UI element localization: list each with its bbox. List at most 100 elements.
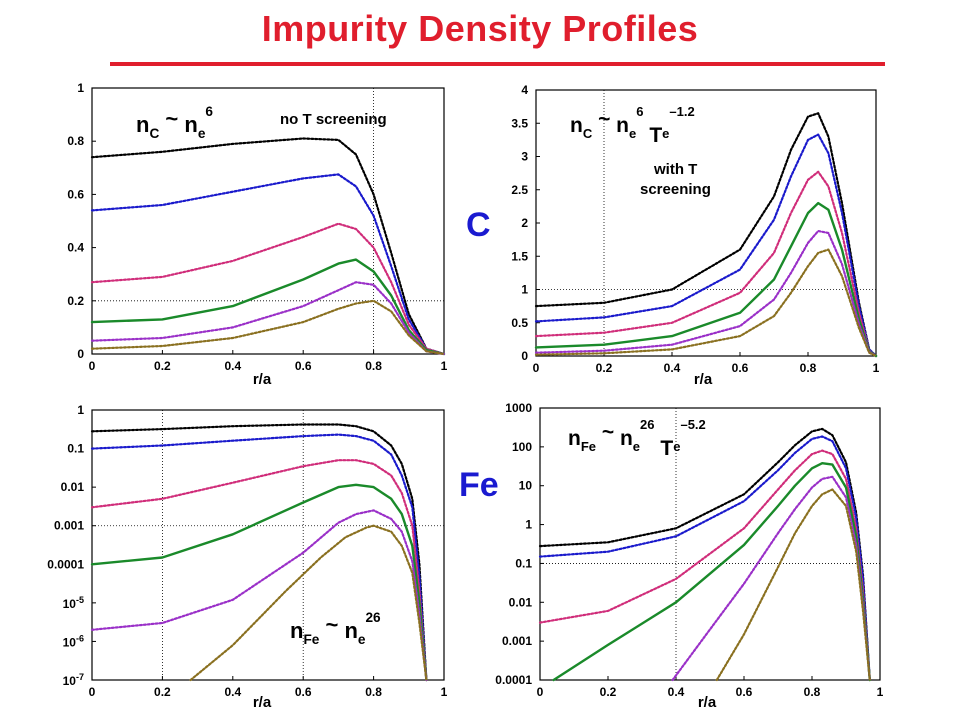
x-tick-label: 0.8	[800, 361, 817, 375]
title-underline	[110, 62, 885, 66]
y-tick-label: 0.1	[67, 442, 84, 456]
series-line-6	[715, 488, 871, 682]
y-tick-label: 10	[519, 479, 533, 493]
chart-c-with-screening: 0 0.2 0.4 0.6 0.8 1 0 0.5 1 1.5 2 2.5 3 3.5 4 r/a nC ~ n…	[511, 83, 879, 388]
y-tick-label: 1.5	[511, 249, 528, 263]
series-line-3	[538, 449, 871, 682]
page-title: Impurity Density Profiles	[261, 8, 699, 49]
x-axis-label: r/a	[694, 371, 713, 388]
x-tick-label: 0.4	[668, 685, 685, 699]
x-tick-label: 0.2	[154, 359, 171, 373]
y-tick-label: 0	[521, 349, 528, 363]
x-tick-label: 1	[441, 359, 448, 373]
y-tick-label: 4	[521, 83, 528, 97]
y-tick-label: 2.5	[511, 183, 528, 197]
y-tick-label: 0.4	[67, 241, 84, 255]
series-line-6	[189, 524, 428, 682]
x-tick-label: 0.4	[664, 361, 681, 375]
x-tick-label: 0.2	[596, 361, 613, 375]
x-tick-label: 0.8	[804, 685, 821, 699]
series-line-1	[534, 112, 878, 358]
x-tick-label: 0.6	[295, 359, 312, 373]
series-line-3	[90, 222, 446, 356]
y-tick-label: 0.01	[509, 595, 533, 609]
x-tick-label: 0	[537, 685, 544, 699]
x-tick-label: 0.4	[224, 685, 241, 699]
plot-frame	[539, 407, 881, 681]
y-tick-label: 0.001	[502, 634, 532, 648]
y-tick-label: 3	[521, 150, 528, 164]
series-line-2	[534, 133, 878, 358]
x-tick-label: 0.2	[600, 685, 617, 699]
annotation-text: no T screening	[280, 111, 387, 128]
y-tick-label: 1	[77, 81, 84, 95]
y-tick-label: 0.0001	[495, 673, 532, 687]
series-line-4	[90, 483, 428, 682]
series-line-6	[534, 248, 878, 358]
annotation-text: with T	[653, 161, 697, 178]
y-tick-label: 0	[77, 347, 84, 361]
y-tick-label: 0.001	[54, 519, 84, 533]
x-tick-label: 1	[873, 361, 880, 375]
series-line-3	[90, 459, 428, 682]
y-tick-label: 0.1	[515, 556, 532, 570]
series-line-5	[534, 229, 878, 358]
x-tick-label: 0.6	[295, 685, 312, 699]
y-tick-label: 2	[521, 216, 528, 230]
x-tick-label: 0.6	[736, 685, 753, 699]
series-line-2	[538, 435, 871, 682]
series-line-3	[534, 170, 878, 358]
y-tick-label: 0.01	[61, 480, 85, 494]
y-tick-label: 0.8	[67, 134, 84, 148]
y-tick-label: 0.0001	[47, 557, 84, 571]
y-tick-label: 10-7	[63, 672, 84, 688]
y-tick-label: 10-5	[63, 595, 84, 611]
y-tick-label: 0.2	[67, 294, 84, 308]
series-line-2	[90, 433, 428, 682]
x-axis-label: r/a	[253, 371, 272, 388]
x-tick-label: 0.4	[224, 359, 241, 373]
y-tick-label: 1	[521, 283, 528, 297]
x-tick-label: 1	[877, 685, 884, 699]
formula-label: nC ~ ne6	[136, 104, 213, 141]
y-tick-label: 3.5	[511, 116, 528, 130]
x-tick-label: 0.8	[365, 359, 382, 373]
plot-frame	[91, 409, 445, 681]
formula-label: nC ~ ne6 Te–1.2	[570, 104, 695, 147]
x-tick-label: 0	[533, 361, 540, 375]
series-line-1	[90, 137, 446, 356]
series-line-2	[90, 173, 446, 356]
y-tick-label: 1	[525, 518, 532, 532]
series-line-1	[90, 423, 428, 682]
y-tick-label: 0.6	[67, 187, 84, 201]
chart-fe-with-screening: 0 0.2 0.4 0.6 0.8 1 1000 100 10 1 0.1 0.01 0.001 0.00…	[495, 401, 883, 711]
series-line-5	[90, 509, 428, 682]
formula-label: nFe ~ ne26 Te–5.2	[568, 417, 706, 460]
y-tick-label: 100	[512, 440, 532, 454]
y-tick-label: 10-6	[63, 633, 84, 649]
y-tick-label: 1000	[505, 401, 532, 415]
series-line-4	[534, 201, 878, 358]
x-axis-label: r/a	[253, 694, 272, 711]
chart-fe-no-screening: 0 0.2 0.4 0.6 0.8 1 1 0.1 0.01 0.001 0.0001 10-5 10-…	[47, 403, 447, 711]
x-axis-label: r/a	[698, 694, 717, 711]
x-tick-label: 0	[89, 685, 96, 699]
chart-c-no-screening: 0 0.2 0.4 0.6 0.8 1 0 0.2 0.4 0.6 0.8 1 r/a nC ~ ne6 n…	[67, 81, 447, 388]
annotation-text: screening	[640, 181, 711, 198]
series-line-1	[538, 427, 871, 682]
series-line-4	[90, 258, 446, 356]
x-tick-label: 0.8	[365, 685, 382, 699]
series-line-5	[90, 281, 446, 356]
carbon-label: C	[466, 206, 491, 244]
series-line-6	[90, 299, 446, 356]
plot-frame	[91, 87, 445, 355]
x-tick-label: 0.6	[732, 361, 749, 375]
y-tick-label: 1	[77, 403, 84, 417]
formula-label: nFe ~ ne26	[290, 610, 381, 647]
iron-label: Fe	[459, 466, 499, 504]
x-tick-label: 0	[89, 359, 96, 373]
x-tick-label: 0.2	[154, 685, 171, 699]
x-tick-label: 1	[441, 685, 448, 699]
series-line-5	[671, 475, 871, 682]
